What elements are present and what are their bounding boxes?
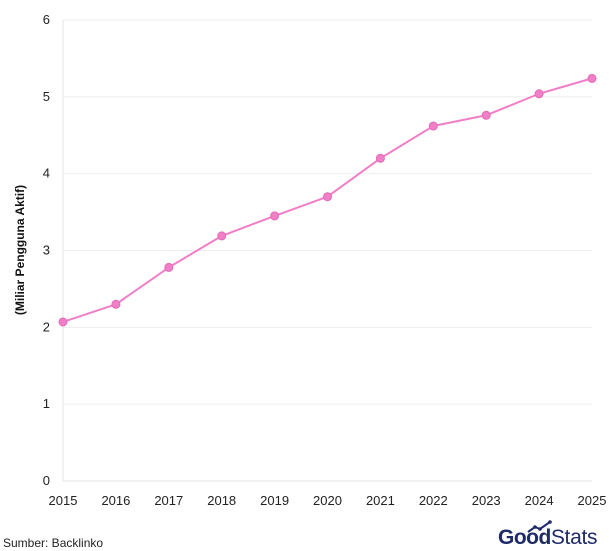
data-point — [534, 89, 544, 99]
x-tick-label: 2015 — [49, 493, 78, 508]
y-tick-label: 3 — [43, 243, 50, 258]
goodstats-logo: GoodStats — [498, 520, 598, 550]
y-tick-label: 5 — [43, 89, 50, 104]
x-tick-label: 2021 — [366, 493, 395, 508]
axes — [62, 20, 592, 482]
x-tick-label: 2017 — [154, 493, 183, 508]
x-tick-label: 2019 — [260, 493, 289, 508]
y-tick-label: 0 — [43, 473, 50, 488]
x-tick-label: 2022 — [419, 493, 448, 508]
y-axis-title: (Miliar Pengguna Aktif) — [13, 185, 27, 315]
y-tick-label: 6 — [43, 12, 50, 27]
y-tick-labels: 0 1 2 3 4 5 6 — [43, 12, 50, 488]
series — [58, 73, 597, 327]
data-point — [323, 192, 332, 202]
data-point — [58, 317, 68, 327]
data-point — [270, 211, 280, 221]
x-tick-label: 2025 — [578, 493, 607, 508]
source-note: Sumber: Backlinko — [3, 536, 104, 550]
data-point — [481, 110, 491, 120]
trend-arrow-icon — [527, 520, 552, 533]
data-point — [111, 299, 121, 309]
data-point — [428, 121, 438, 131]
y-tick-label: 1 — [43, 396, 50, 411]
x-tick-label: 2020 — [313, 493, 342, 508]
y-tick-label: 4 — [43, 166, 50, 181]
data-point — [375, 153, 385, 163]
x-tick-label: 2016 — [101, 493, 130, 508]
data-point — [587, 73, 597, 83]
x-tick-label: 2018 — [207, 493, 236, 508]
x-tick-label: 2024 — [525, 493, 554, 508]
logo-good-text: Good — [498, 526, 551, 549]
x-tick-label: 2023 — [472, 493, 501, 508]
y-tick-label: 2 — [43, 319, 50, 334]
logo-stats-text: Stats — [550, 526, 598, 549]
data-point — [217, 231, 227, 241]
data-point — [164, 262, 174, 272]
x-tick-labels: 2015 2016 2017 2018 2019 2020 2021 2022 2023 2024… — [49, 493, 607, 508]
gridlines — [63, 19, 592, 405]
